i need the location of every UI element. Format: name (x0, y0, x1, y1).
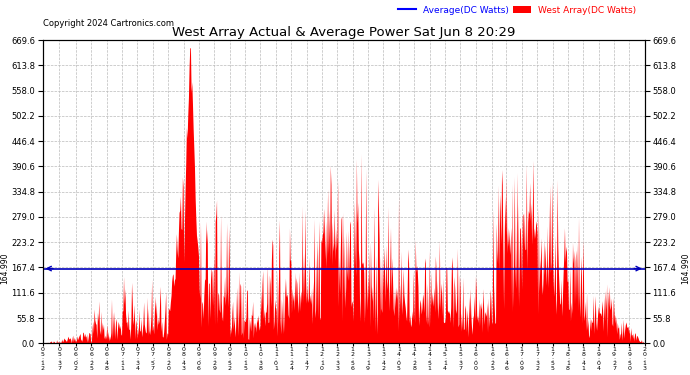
Text: Copyright 2024 Cartronics.com: Copyright 2024 Cartronics.com (43, 19, 174, 28)
Title: West Array Actual & Average Power Sat Jun 8 20:29: West Array Actual & Average Power Sat Ju… (172, 26, 515, 39)
Text: 164.990: 164.990 (681, 253, 690, 284)
Text: 164.990: 164.990 (1, 253, 10, 284)
Legend: Average(DC Watts), West Array(DC Watts): Average(DC Watts), West Array(DC Watts) (394, 2, 640, 18)
